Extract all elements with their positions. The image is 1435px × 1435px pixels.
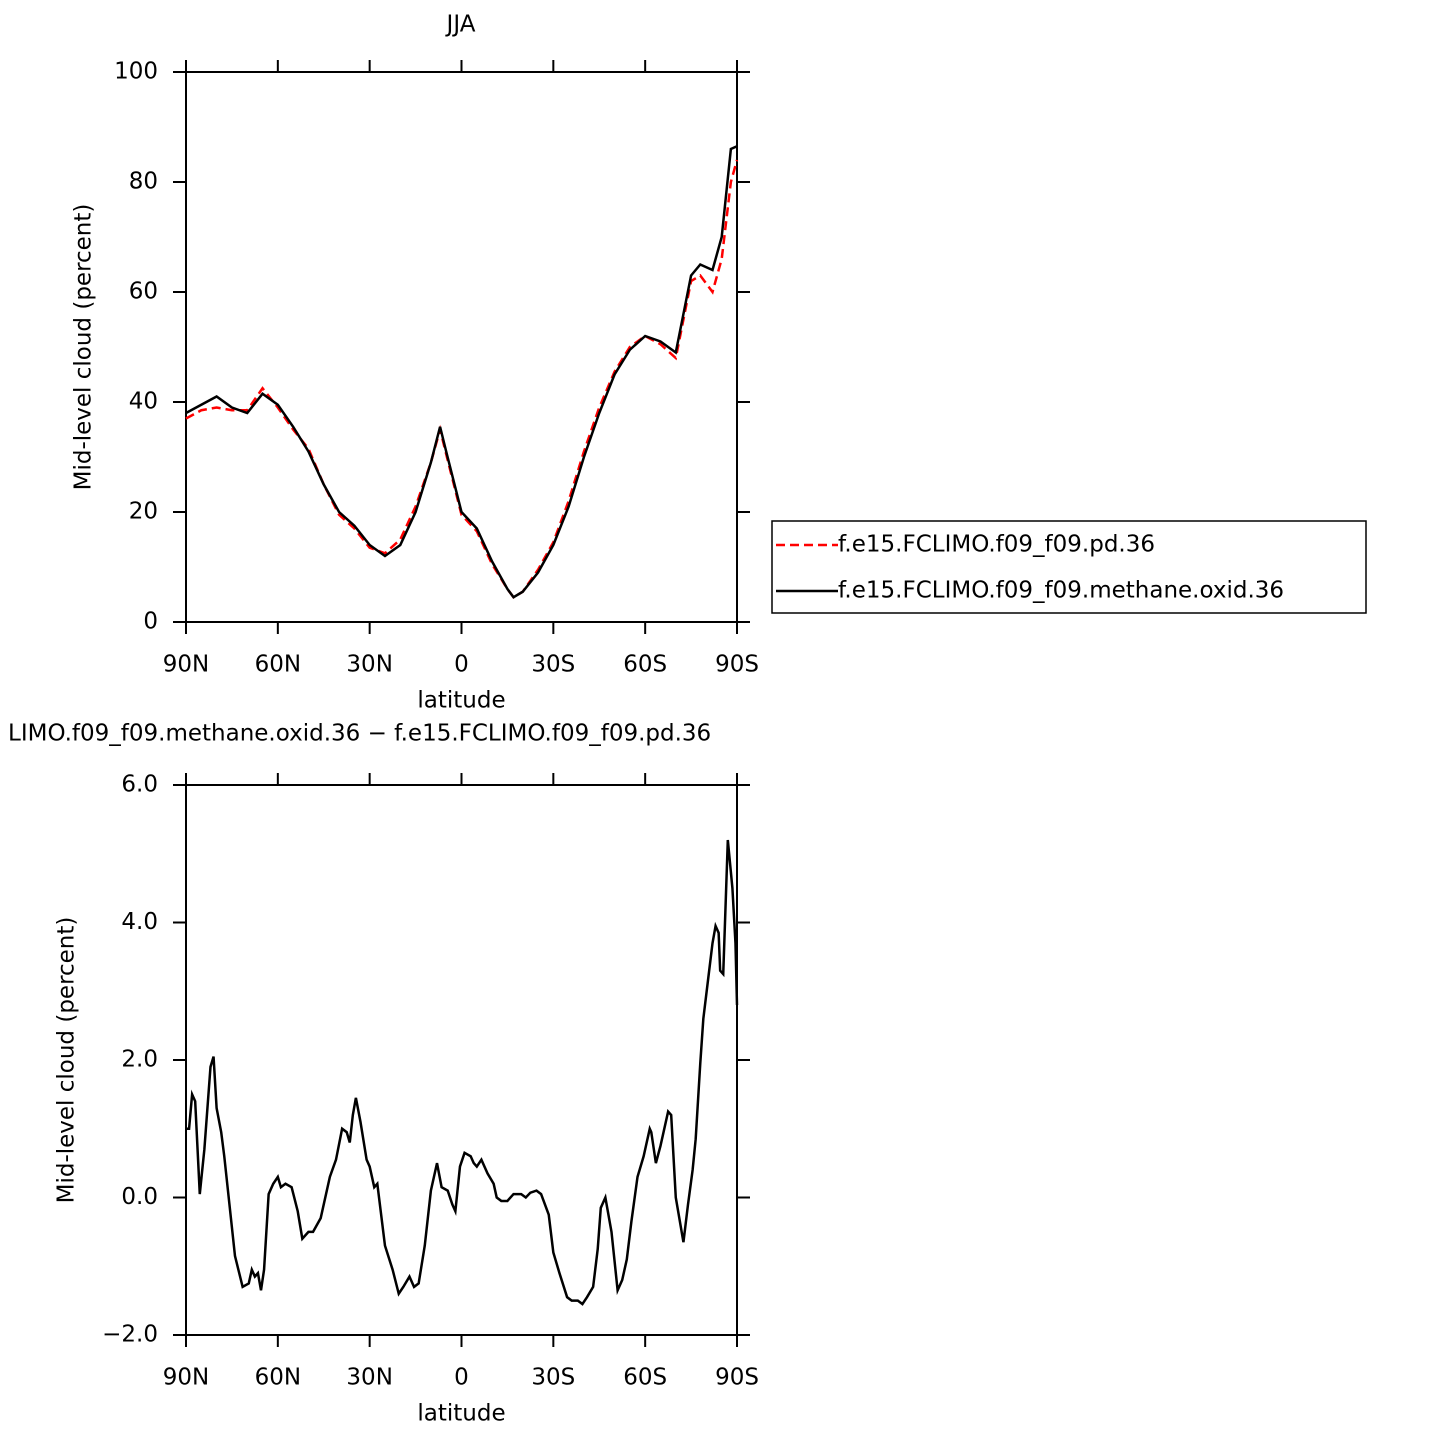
chart-title: LIMO.f09_f09.methane.oxid.36 − f.e15.FCL… bbox=[8, 721, 711, 747]
x-tick-label: 0 bbox=[454, 1365, 469, 1391]
plot-frame bbox=[185, 784, 738, 1336]
y-axis-label: Mid-level cloud (percent) bbox=[71, 204, 97, 491]
x-tick-label: 30N bbox=[346, 1365, 392, 1391]
y-tick-label: −2.0 bbox=[102, 1322, 158, 1348]
x-tick-label: 90N bbox=[163, 652, 209, 678]
y-tick-label: 0.0 bbox=[121, 1184, 158, 1210]
y-axis-label: Mid-level cloud (percent) bbox=[54, 917, 80, 1204]
data-line bbox=[186, 839, 739, 1306]
y-tick-label: 2.0 bbox=[121, 1047, 158, 1073]
legend-label: f.e15.FCLIMO.f09_f09.methane.oxid.36 bbox=[838, 578, 1284, 604]
y-tick-label: 4.0 bbox=[121, 909, 158, 935]
x-tick-label: 30S bbox=[531, 1365, 575, 1391]
x-tick-label: 0 bbox=[454, 652, 469, 678]
x-tick-label: 30S bbox=[531, 652, 575, 678]
chart-title: JJA bbox=[445, 12, 476, 38]
y-tick-label: 0 bbox=[143, 609, 158, 635]
data-line bbox=[185, 159, 739, 599]
x-tick-label: 90S bbox=[715, 1365, 759, 1391]
x-tick-label: 60S bbox=[623, 652, 667, 678]
x-tick-label: 60N bbox=[255, 652, 301, 678]
x-tick-label: 90N bbox=[163, 1365, 209, 1391]
y-tick-label: 60 bbox=[129, 279, 158, 305]
x-tick-label: 60S bbox=[623, 1365, 667, 1391]
legend-label: f.e15.FCLIMO.f09_f09.pd.36 bbox=[838, 532, 1155, 558]
y-tick-label: 40 bbox=[129, 389, 158, 415]
y-tick-label: 80 bbox=[129, 169, 158, 195]
plot-frame bbox=[185, 71, 738, 623]
x-tick-label: 90S bbox=[715, 652, 759, 678]
legend-box bbox=[771, 520, 1367, 614]
y-tick-label: 100 bbox=[114, 59, 158, 85]
x-tick-label: 60N bbox=[255, 1365, 301, 1391]
y-tick-label: 6.0 bbox=[121, 772, 158, 798]
x-axis-label: latitude bbox=[417, 1401, 505, 1427]
x-axis-label: latitude bbox=[417, 688, 505, 714]
x-tick-label: 30N bbox=[346, 652, 392, 678]
data-line bbox=[185, 145, 738, 599]
y-tick-label: 20 bbox=[129, 499, 158, 525]
